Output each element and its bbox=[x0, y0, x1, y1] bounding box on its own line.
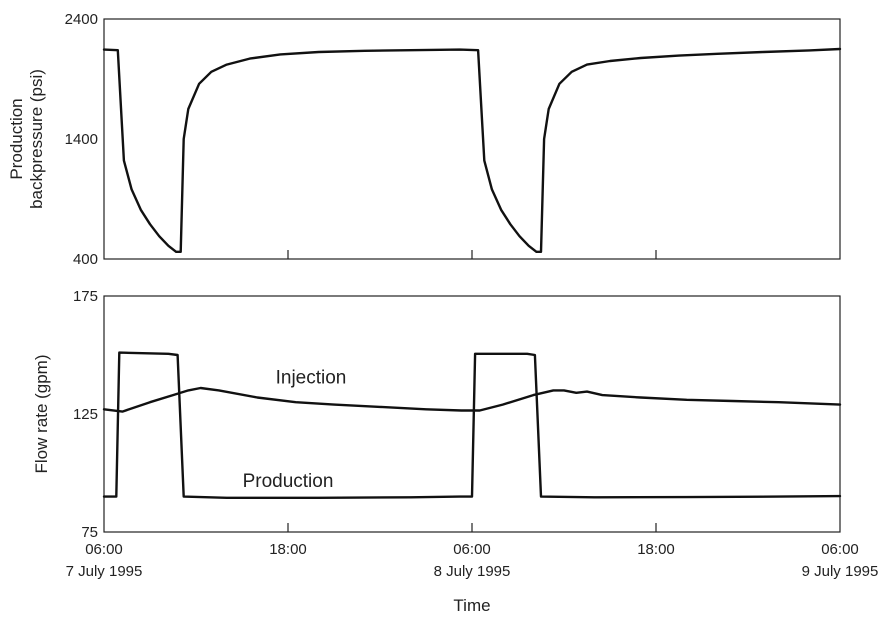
backpressure-panel: 2400 1400 400 Productionbackpressure (psi) bbox=[7, 11, 842, 268]
flow-y-tick-label: 175 bbox=[73, 288, 98, 305]
x-tick-time-label: 06:00 bbox=[821, 541, 859, 558]
x-tick-time-label: 18:00 bbox=[637, 541, 675, 558]
x-axis-title: Time bbox=[453, 596, 490, 615]
x-tick-time-label: 06:00 bbox=[453, 541, 491, 558]
x-tick-date-label: 9 July 1995 bbox=[802, 563, 879, 580]
injection-series-line bbox=[102, 386, 842, 413]
flow-rate-panel: 175 125 75 Flow rate (gpm) Injection Producti… bbox=[32, 288, 878, 615]
backpressure-series-line bbox=[102, 47, 842, 253]
x-tick-time-label: 06:00 bbox=[85, 541, 123, 558]
production-series-line bbox=[102, 351, 842, 499]
flow-y-tick-label: 125 bbox=[73, 406, 98, 423]
backpressure-y-axis-title: Productionbackpressure (psi) bbox=[7, 69, 46, 209]
production-series-label: Production bbox=[243, 471, 334, 492]
backpressure-y-tick-label: 2400 bbox=[65, 11, 98, 28]
backpressure-plot-frame bbox=[103, 18, 841, 260]
backpressure-y-tick-label: 400 bbox=[73, 251, 98, 268]
x-tick-time-label: 18:00 bbox=[269, 541, 307, 558]
injection-series-label: Injection bbox=[276, 367, 347, 388]
flow-y-tick-label: 75 bbox=[81, 524, 98, 541]
x-tick-date-label: 8 July 1995 bbox=[434, 563, 511, 580]
flow-y-axis-title: Flow rate (gpm) bbox=[32, 354, 51, 473]
x-tick-date-label: 7 July 1995 bbox=[66, 563, 143, 580]
backpressure-y-tick-label: 1400 bbox=[65, 131, 98, 148]
